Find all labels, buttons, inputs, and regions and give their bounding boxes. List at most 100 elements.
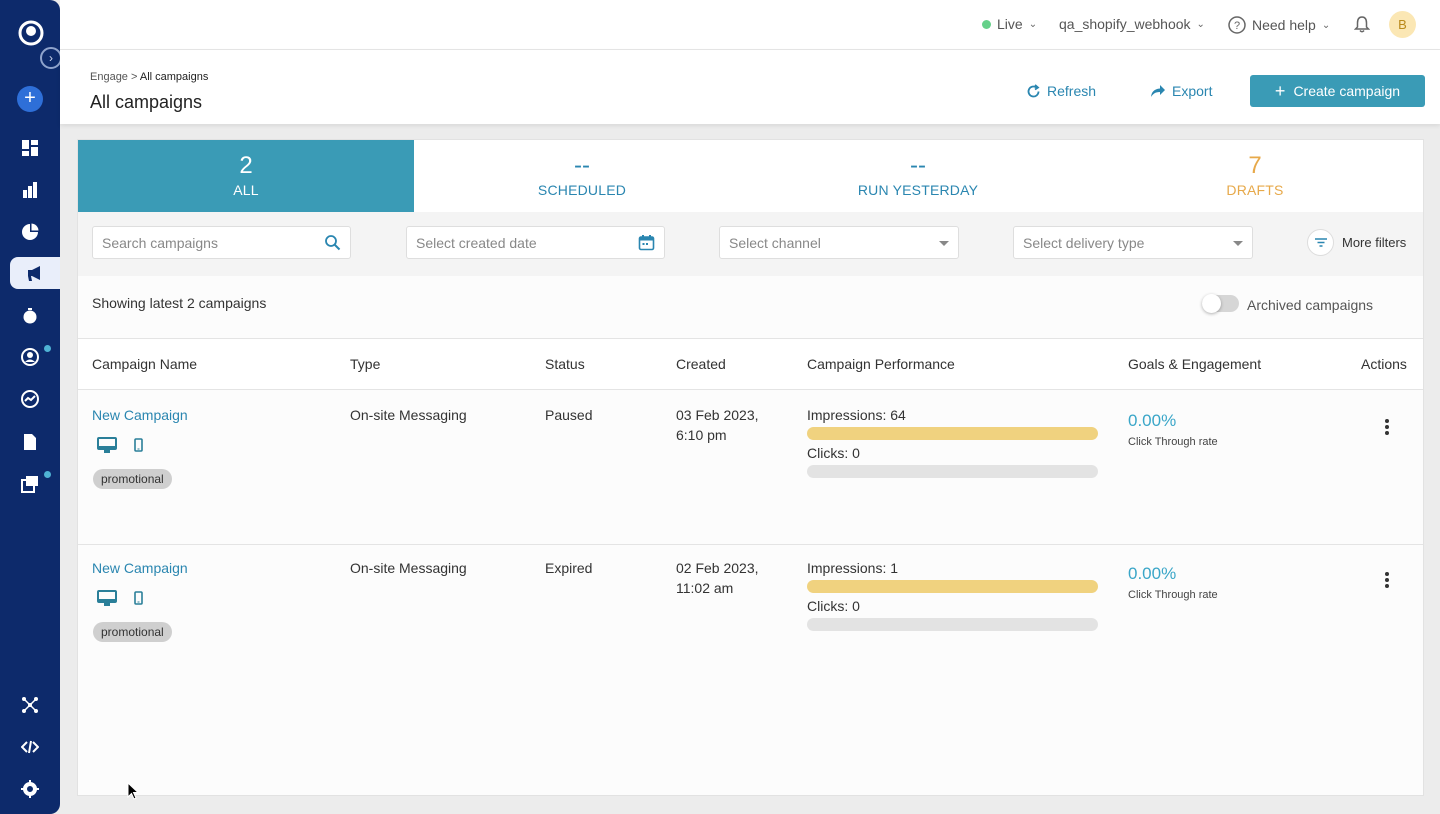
sidebar-item-timer[interactable] [0, 301, 60, 331]
column-header-name: Campaign Name [92, 356, 198, 372]
ctr-value: 0.00% [1128, 564, 1177, 583]
more-filters-label: More filters [1342, 235, 1407, 250]
breadcrumb-parent[interactable]: Engage > [90, 71, 138, 83]
stat-run-yesterday-tab[interactable]: -- RUN YESTERDAY [750, 140, 1086, 212]
column-header-created: Created [676, 356, 726, 372]
document-icon [24, 434, 36, 450]
stat-label: ALL [233, 182, 259, 198]
impressions-text: Impressions: 1 [807, 560, 899, 576]
campaign-name-link[interactable]: New Campaign [92, 560, 188, 576]
create-campaign-button[interactable]: + Create campaign [1250, 75, 1425, 107]
stat-all-tab[interactable]: 2 ALL [78, 140, 414, 212]
column-header-type: Type [350, 356, 381, 372]
stat-value: -- [910, 152, 926, 179]
export-label: Export [1172, 83, 1213, 99]
clicks-text: Clicks: 0 [807, 598, 860, 614]
delivery-placeholder: Select delivery type [1023, 235, 1145, 251]
stat-value: -- [574, 152, 590, 179]
trend-icon [21, 390, 39, 408]
campaign-tag: promotional [93, 622, 172, 642]
environment-selector[interactable]: Live ⌄ [982, 16, 1037, 32]
refresh-button[interactable]: Refresh [1026, 83, 1096, 99]
breadcrumb-current: All campaigns [139, 71, 209, 83]
account-selector[interactable]: qa_shopify_webhook ⌄ [1059, 16, 1205, 32]
sidebar-item-insights[interactable] [0, 384, 60, 414]
bell-icon[interactable] [1354, 16, 1370, 33]
campaign-status: Expired [545, 560, 593, 576]
archived-campaigns-label: Archived campaigns [1247, 297, 1374, 313]
created-date: 03 Feb 2023, [676, 407, 759, 423]
mobile-icon [134, 438, 143, 452]
search-input[interactable]: Search campaigns [92, 226, 351, 259]
desktop-icon [97, 590, 117, 606]
dashboard-icon [22, 140, 38, 156]
table-row: New Campaign promotional On-site Messagi… [78, 391, 1423, 544]
ctr-value: 0.00% [1128, 411, 1177, 430]
created-time: 11:02 am [676, 580, 734, 596]
sidebar-item-integrations[interactable] [0, 690, 60, 720]
desktop-icon [97, 437, 117, 453]
campaign-type: On-site Messaging [350, 560, 467, 576]
campaigns-panel: 2 ALL -- SCHEDULED -- RUN YESTERDAY 7 DR… [77, 139, 1424, 796]
archived-campaigns-toggle[interactable] [1202, 294, 1239, 313]
share-arrow-icon [1151, 85, 1165, 97]
created-date-picker[interactable]: Select created date [406, 226, 665, 259]
showing-count-text: Showing latest 2 campaigns [92, 295, 267, 311]
delivery-type-select[interactable]: Select delivery type [1013, 226, 1253, 259]
row-actions-menu-icon[interactable] [1384, 419, 1390, 435]
chevron-down-icon: ⌄ [1321, 19, 1331, 31]
more-filters-button[interactable]: More filters [1307, 229, 1406, 256]
sidebar-item-templates[interactable] [0, 469, 60, 499]
page-header: Engage > All campaigns All campaigns Ref… [60, 50, 1440, 124]
column-header-actions: Actions [1361, 356, 1407, 372]
mobile-icon [134, 591, 143, 605]
created-date: 02 Feb 2023, [676, 560, 759, 576]
account-label: qa_shopify_webhook [1059, 16, 1191, 32]
row-divider [78, 544, 1423, 545]
sidebar-item-users[interactable] [0, 342, 60, 372]
stack-icon [21, 476, 38, 493]
search-icon [325, 235, 341, 251]
refresh-icon [1027, 83, 1040, 97]
sidebar-item-developer[interactable] [0, 732, 60, 762]
column-header-goals: Goals & Engagement [1128, 356, 1262, 372]
megaphone-icon [28, 266, 40, 281]
channel-placeholder: Select channel [729, 235, 821, 251]
svg-text:?: ? [1234, 20, 1240, 32]
sidebar-item-content[interactable] [0, 427, 60, 457]
channel-select[interactable]: Select channel [719, 226, 959, 259]
expand-sidebar-icon[interactable]: › [40, 47, 62, 69]
breadcrumb: Engage > All campaigns [90, 71, 208, 83]
campaign-name-link[interactable]: New Campaign [92, 407, 188, 423]
campaign-tag: promotional [93, 469, 172, 489]
date-placeholder: Select created date [416, 235, 537, 251]
stat-value: 2 [239, 152, 253, 179]
stat-drafts-tab[interactable]: 7 DRAFTS [1087, 140, 1423, 212]
sidebar-item-segments[interactable] [0, 217, 60, 247]
clicks-text: Clicks: 0 [807, 445, 860, 461]
sidebar-item-settings[interactable] [0, 774, 60, 804]
export-button[interactable]: Export [1150, 83, 1212, 99]
stopwatch-icon [23, 308, 37, 324]
app-logo-icon[interactable] [18, 20, 44, 46]
sidebar-item-dashboard[interactable] [0, 133, 60, 163]
avatar[interactable]: B [1389, 11, 1416, 38]
pie-chart-icon [22, 223, 39, 240]
help-menu[interactable]: ? Need help ⌄ [1228, 16, 1330, 34]
clicks-bar [807, 465, 1098, 478]
user-circle-icon [21, 348, 39, 366]
stat-scheduled-tab[interactable]: -- SCHEDULED [414, 140, 750, 212]
add-icon[interactable]: + [17, 86, 43, 112]
row-actions-menu-icon[interactable] [1384, 572, 1390, 588]
mouse-cursor-icon [127, 782, 139, 800]
impressions-bar [807, 427, 1098, 440]
bar-chart-icon [23, 182, 37, 198]
calendar-icon [638, 235, 655, 251]
filter-bar: Search campaigns Select created date Sel… [78, 212, 1423, 276]
created-time: 6:10 pm [676, 427, 727, 443]
sidebar-item-analytics[interactable] [0, 175, 60, 205]
sidebar-item-engage[interactable] [10, 257, 60, 289]
impressions-text: Impressions: 64 [807, 407, 906, 423]
stat-label: DRAFTS [1226, 182, 1284, 198]
help-icon: ? [1228, 16, 1246, 34]
